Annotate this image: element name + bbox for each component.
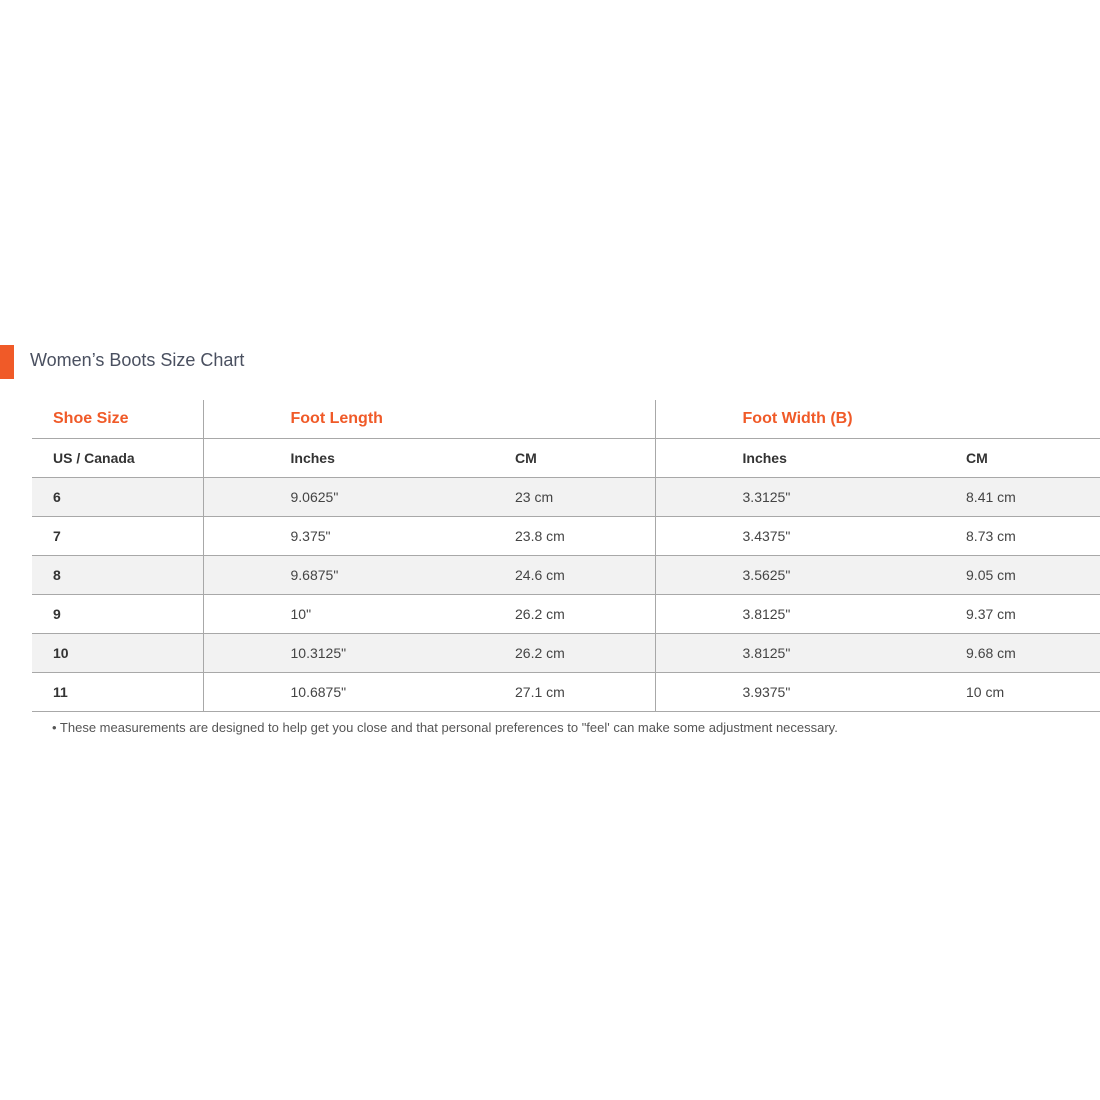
column-header-row: US / Canada Inches CM Inches CM [32,438,1100,478]
group-foot-width: Foot Width (B) [655,400,1100,439]
table-cell: 9.37 cm [966,594,1100,634]
table-row: 6 9.0625" 23 cm 3.3125" 8.41 cm [32,477,1100,517]
table-cell: 8 [32,555,204,595]
table-cell: 9.6875" [203,555,515,595]
col-header: CM [966,438,1100,478]
table-cell: 3.9375" [655,672,967,712]
group-header-row: Shoe Size Foot Length Foot Width (B) [32,400,1100,439]
table-cell: 10.6875" [203,672,515,712]
table-cell: 10 [32,633,204,673]
table-cell: 23.8 cm [515,516,656,556]
table-cell: 3.8125" [655,594,967,634]
table-row: 11 10.6875" 27.1 cm 3.9375" 10 cm [32,672,1100,712]
col-header: CM [515,438,656,478]
size-chart-table: Shoe Size Foot Length Foot Width (B) US … [32,400,1100,712]
table-cell: 7 [32,516,204,556]
table-cell: 3.4375" [655,516,967,556]
table-row: 8 9.6875" 24.6 cm 3.5625" 9.05 cm [32,555,1100,595]
table-cell: 9.68 cm [966,633,1100,673]
table-cell: 27.1 cm [515,672,656,712]
table-cell: 9.0625" [203,477,515,517]
table-cell: 3.3125" [655,477,967,517]
table-cell: 3.8125" [655,633,967,673]
col-header: Inches [203,438,515,478]
table-cell: 9.375" [203,516,515,556]
table-cell: 9 [32,594,204,634]
table-row: 9 10" 26.2 cm 3.8125" 9.37 cm [32,594,1100,634]
table-cell: 8.41 cm [966,477,1100,517]
table-row: 10 10.3125" 26.2 cm 3.8125" 9.68 cm [32,633,1100,673]
col-header: US / Canada [32,438,204,478]
accent-bar [0,345,14,379]
table-cell: 9.05 cm [966,555,1100,595]
table-cell: 10.3125" [203,633,515,673]
group-foot-length: Foot Length [203,400,656,439]
table-cell: 26.2 cm [515,594,656,634]
table-cell: 24.6 cm [515,555,656,595]
table-cell: 26.2 cm [515,633,656,673]
col-header: Inches [655,438,967,478]
table-cell: 10" [203,594,515,634]
table-row: 7 9.375" 23.8 cm 3.4375" 8.73 cm [32,516,1100,556]
table-cell: 11 [32,672,204,712]
footnote: • These measurements are designed to hel… [52,720,838,735]
group-shoe-size: Shoe Size [32,400,204,439]
table-cell: 8.73 cm [966,516,1100,556]
table-cell: 10 cm [966,672,1100,712]
table-cell: 3.5625" [655,555,967,595]
table-cell: 23 cm [515,477,656,517]
page-title: Women’s Boots Size Chart [30,350,245,370]
table-cell: 6 [32,477,204,517]
